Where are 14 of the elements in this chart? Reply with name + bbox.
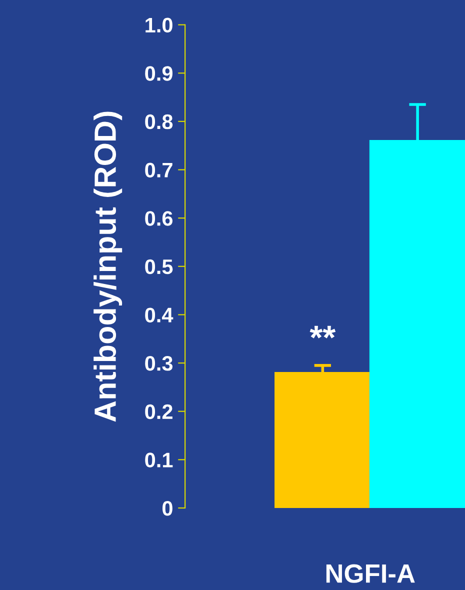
x-tick-label: NGFI-A (326, 564, 415, 583)
annotation: ** (310, 326, 336, 338)
y-tick-label: 0.7 (145, 162, 172, 178)
y-tick-label: 0.4 (145, 308, 174, 322)
y-tick-label: 0.3 (145, 356, 173, 371)
y-tick-label: 0.2 (145, 404, 172, 420)
y-axis-title: Antibody/input (ROD) (94, 112, 122, 422)
y-tick-label: 0.5 (145, 259, 173, 274)
y-tick-label: 0.9 (145, 66, 172, 81)
y-tick-label: 1.0 (146, 18, 172, 33)
y-tick-label: 0.8 (145, 114, 173, 130)
y-tick-label: 0 (162, 500, 172, 516)
y-tick-label: 0.6 (145, 211, 173, 226)
y-tick-label: 0.1 (145, 452, 173, 468)
